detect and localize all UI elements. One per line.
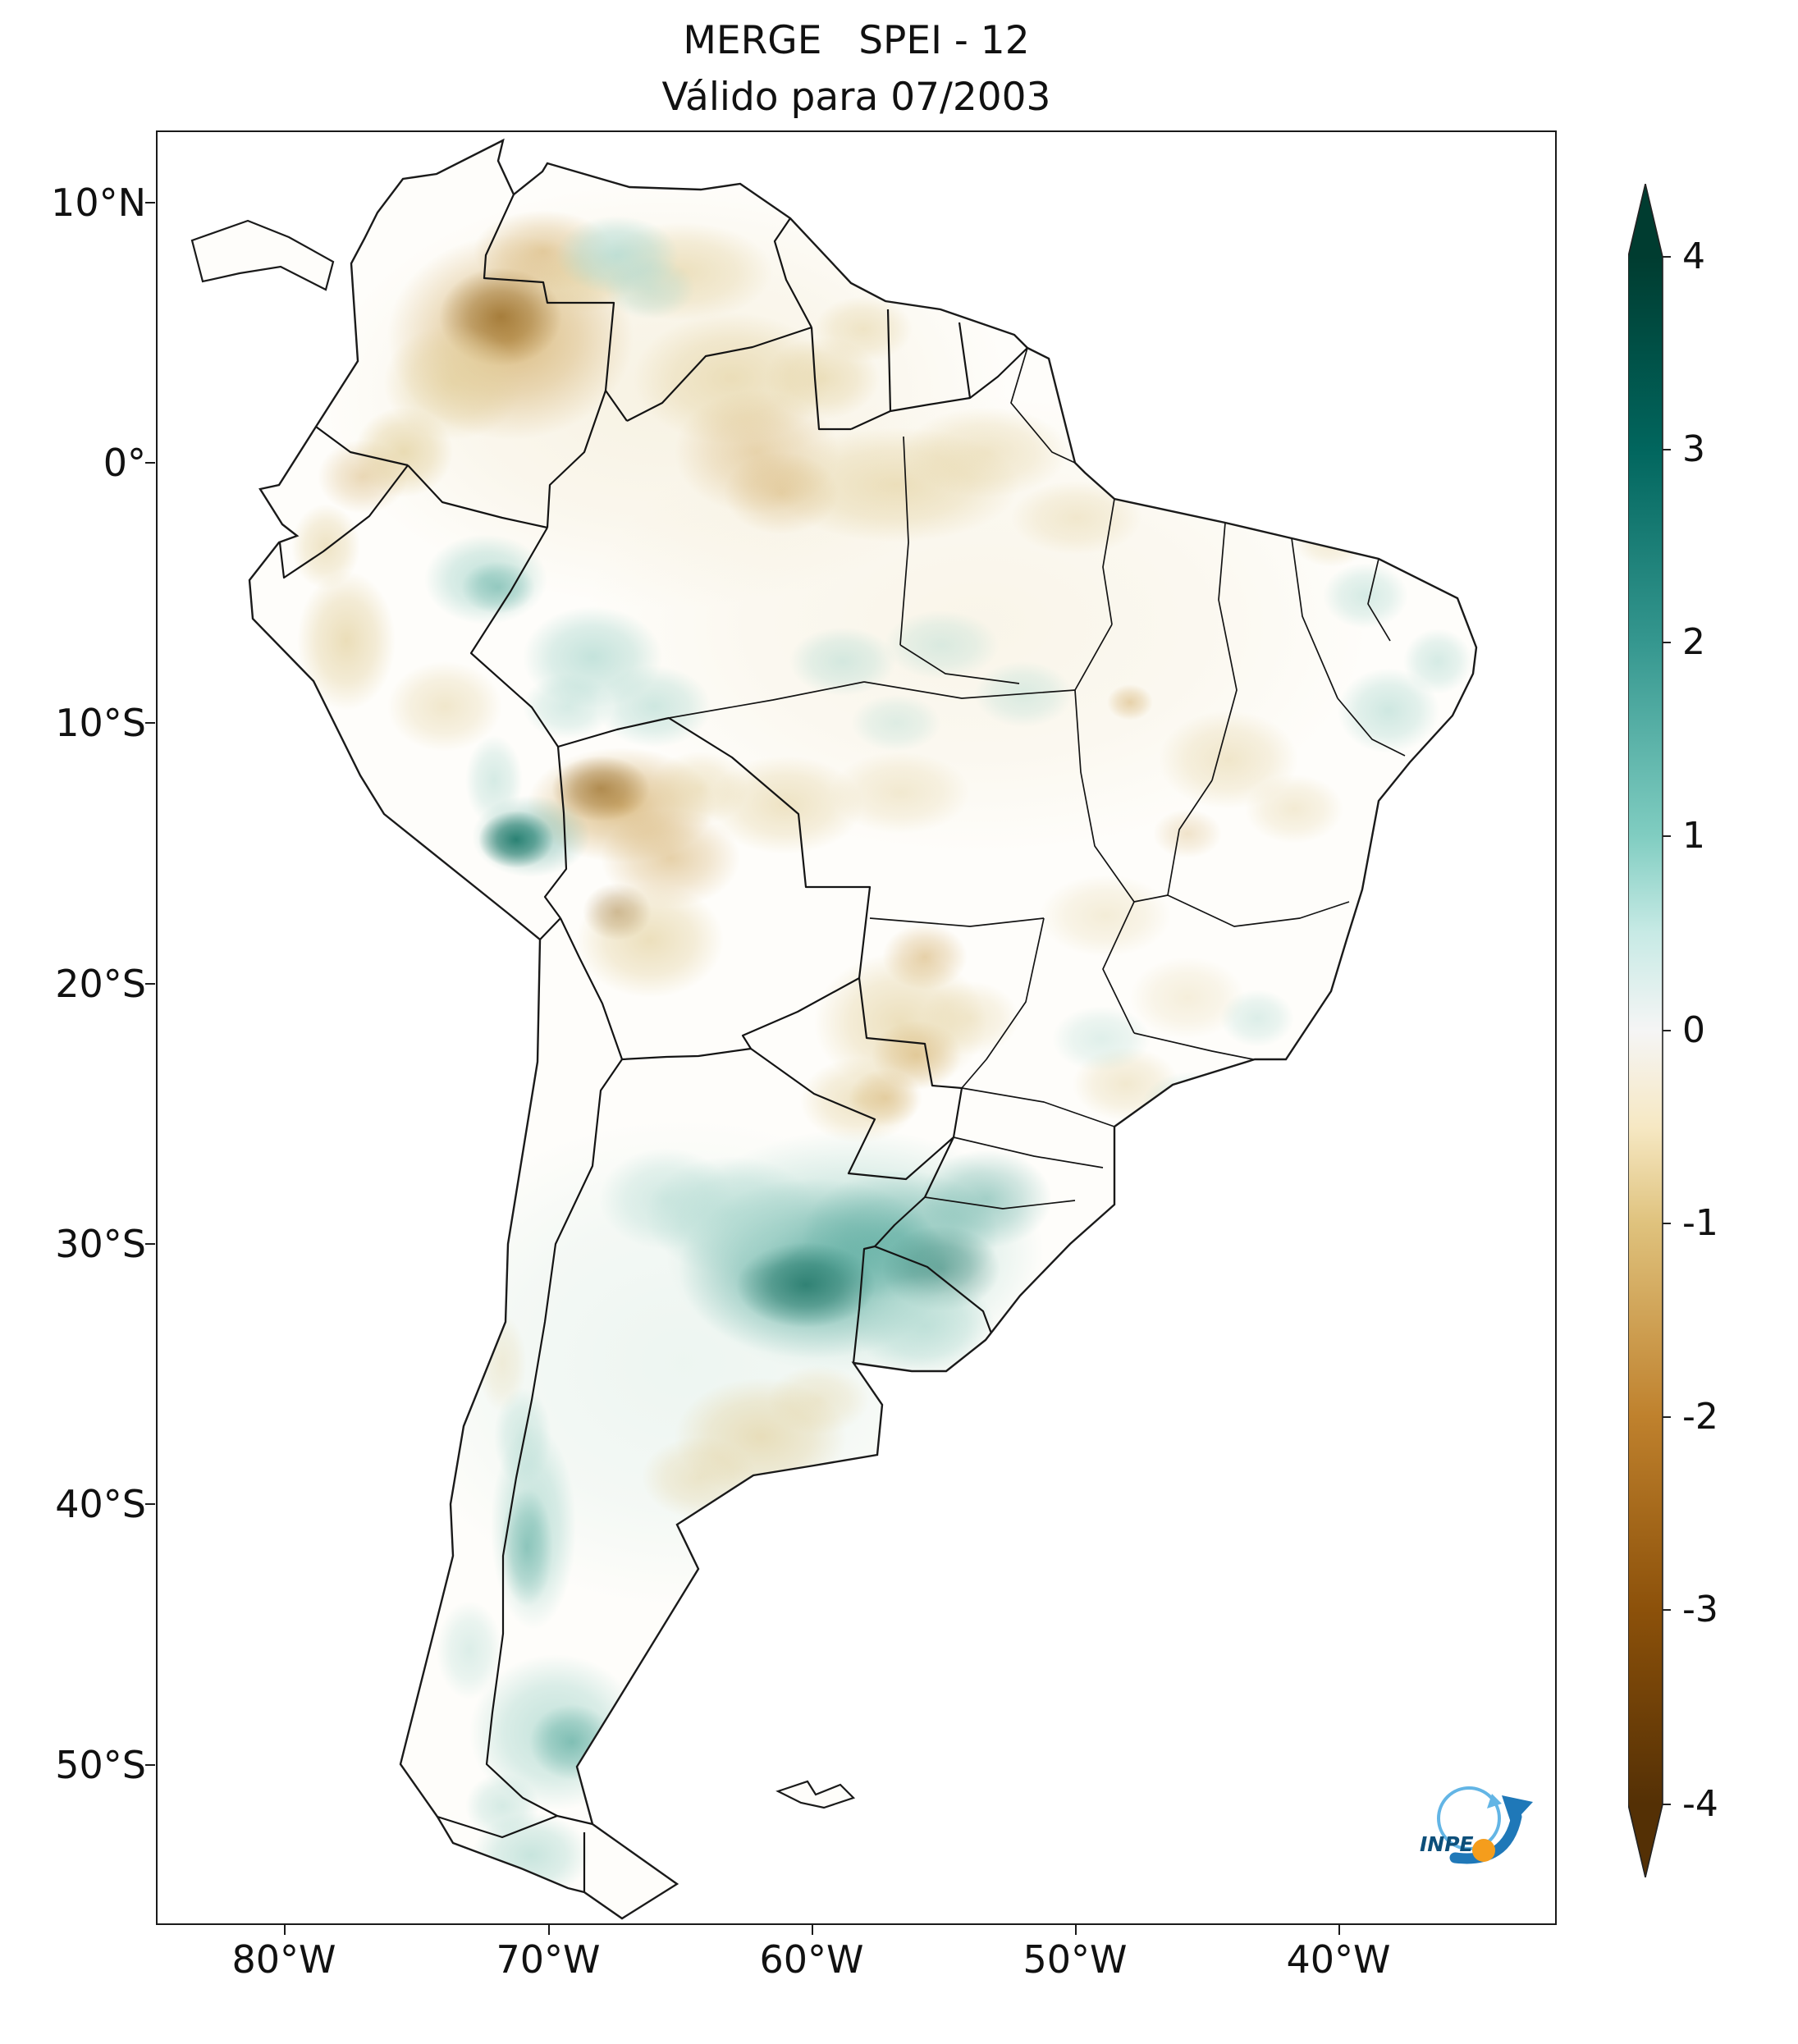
y-tick-label: 20°S — [55, 962, 146, 1006]
logo-arrow-swoosh — [1449, 1811, 1522, 1864]
colorbar-tick-label: -4 — [1682, 1783, 1718, 1825]
y-tick-label: 40°S — [55, 1482, 146, 1526]
x-axis-tick — [284, 1925, 286, 1935]
figure-title: MERGE SPEI - 12 — [683, 18, 1030, 63]
colorbar-tick-label: -1 — [1682, 1202, 1718, 1244]
y-axis-tick — [145, 722, 155, 724]
y-tick-label: 30°S — [55, 1222, 146, 1266]
y-axis-tick — [145, 462, 155, 464]
x-axis-tick — [1075, 1925, 1077, 1935]
x-axis-tick — [548, 1925, 550, 1935]
x-tick-label: 40°W — [1286, 1937, 1391, 1982]
country-borders — [277, 194, 1028, 1892]
x-axis-tick — [812, 1925, 813, 1935]
y-tick-label: 50°S — [55, 1743, 146, 1787]
logo-swirl-arrowhead — [1487, 1794, 1502, 1809]
y-axis-tick — [145, 1243, 155, 1245]
colorbar-tick-label: 2 — [1682, 621, 1705, 663]
y-tick-label: 10°S — [55, 701, 146, 745]
inpe-logo: INPE — [1410, 1774, 1541, 1874]
spei-raster-layer — [291, 181, 1472, 1898]
logo-inpe-text: INPE — [1420, 1832, 1474, 1856]
y-axis-tick — [145, 1764, 155, 1766]
x-tick-label: 60°W — [759, 1937, 864, 1982]
colorbar-tick-label: 1 — [1682, 815, 1705, 857]
logo-arrowhead — [1502, 1795, 1533, 1825]
y-axis-tick — [145, 983, 155, 985]
x-tick-label: 80°W — [231, 1937, 336, 1982]
south-america-map — [190, 139, 1478, 1920]
x-tick-label: 70°W — [496, 1937, 601, 1982]
falkland-islands — [775, 1780, 856, 1809]
y-tick-label: 0° — [103, 441, 146, 485]
colorbar-ticks — [1663, 256, 1671, 1805]
panama-isthmus — [190, 219, 335, 291]
x-tick-label: 50°W — [1023, 1937, 1128, 1982]
logo-swirl-circle — [1437, 1786, 1501, 1850]
colorbar-tick-label: -3 — [1682, 1589, 1718, 1630]
figure-subtitle: Válido para 07/2003 — [661, 75, 1051, 120]
y-axis-tick — [145, 202, 155, 203]
logo-orange-dot — [1472, 1839, 1495, 1862]
title-block: MERGE SPEI - 12 Válido para 07/2003 — [158, 18, 1555, 120]
colorbar — [1627, 183, 1710, 1878]
colorbar-gradient — [1627, 183, 1671, 1878]
y-tick-label: 10°N — [51, 181, 146, 225]
colorbar-tick-label: 0 — [1682, 1009, 1705, 1051]
colorbar-tick-label: -2 — [1682, 1396, 1718, 1438]
map-plot-area — [156, 130, 1557, 1925]
colorbar-tick-label: 3 — [1682, 428, 1705, 470]
colorbar-tick-label: 4 — [1682, 235, 1705, 277]
x-axis-tick — [1338, 1925, 1340, 1935]
y-axis-tick — [145, 1503, 155, 1505]
